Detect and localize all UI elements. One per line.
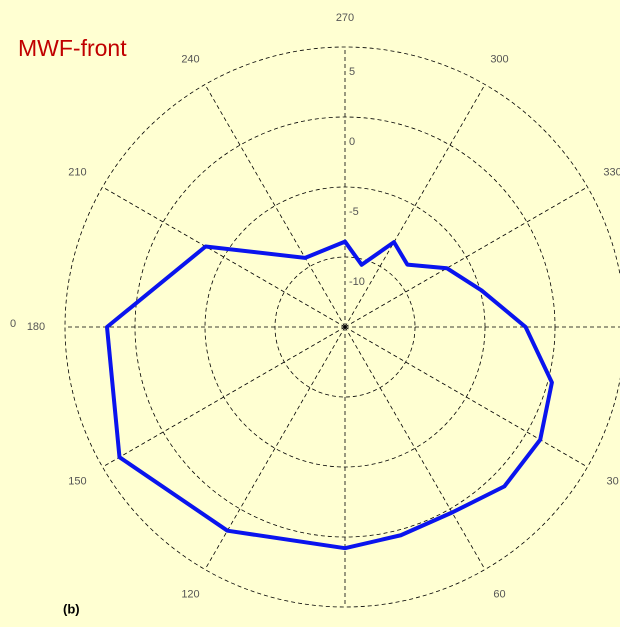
grid-spoke bbox=[204, 84, 346, 328]
r-tick-label: 0 bbox=[349, 136, 355, 148]
grid-spoke bbox=[344, 84, 486, 328]
theta-tick-label: 210 bbox=[68, 166, 86, 178]
grid-spoke bbox=[204, 326, 346, 570]
theta-tick-label: 180 bbox=[27, 321, 45, 333]
chart-title: MWF-front bbox=[18, 35, 127, 61]
theta-tick-label: 240 bbox=[181, 53, 199, 65]
theta-tick-label: 300 bbox=[490, 53, 508, 65]
r-tick-label: -10 bbox=[349, 276, 365, 288]
grid-ring bbox=[64, 46, 620, 608]
grid-spoke bbox=[344, 326, 588, 468]
theta-tick-label: 150 bbox=[68, 475, 86, 487]
r-tick-label: -5 bbox=[349, 206, 359, 218]
theta-tick-label: 270 bbox=[336, 12, 354, 24]
r-tick-label: 5 bbox=[349, 66, 355, 78]
theta-tick-label: 30 bbox=[606, 475, 618, 487]
grid-spoke bbox=[344, 326, 486, 570]
panel-label: (b) bbox=[63, 601, 80, 616]
grid-spoke bbox=[344, 186, 588, 328]
grid-spoke bbox=[102, 186, 346, 328]
grid-spoke bbox=[102, 326, 346, 468]
annotation: 0 bbox=[10, 318, 16, 330]
theta-tick-label: 60 bbox=[493, 589, 505, 601]
theta-tick-label: 120 bbox=[181, 589, 199, 601]
data-line bbox=[105, 239, 554, 551]
theta-tick-label: 330 bbox=[603, 166, 620, 178]
